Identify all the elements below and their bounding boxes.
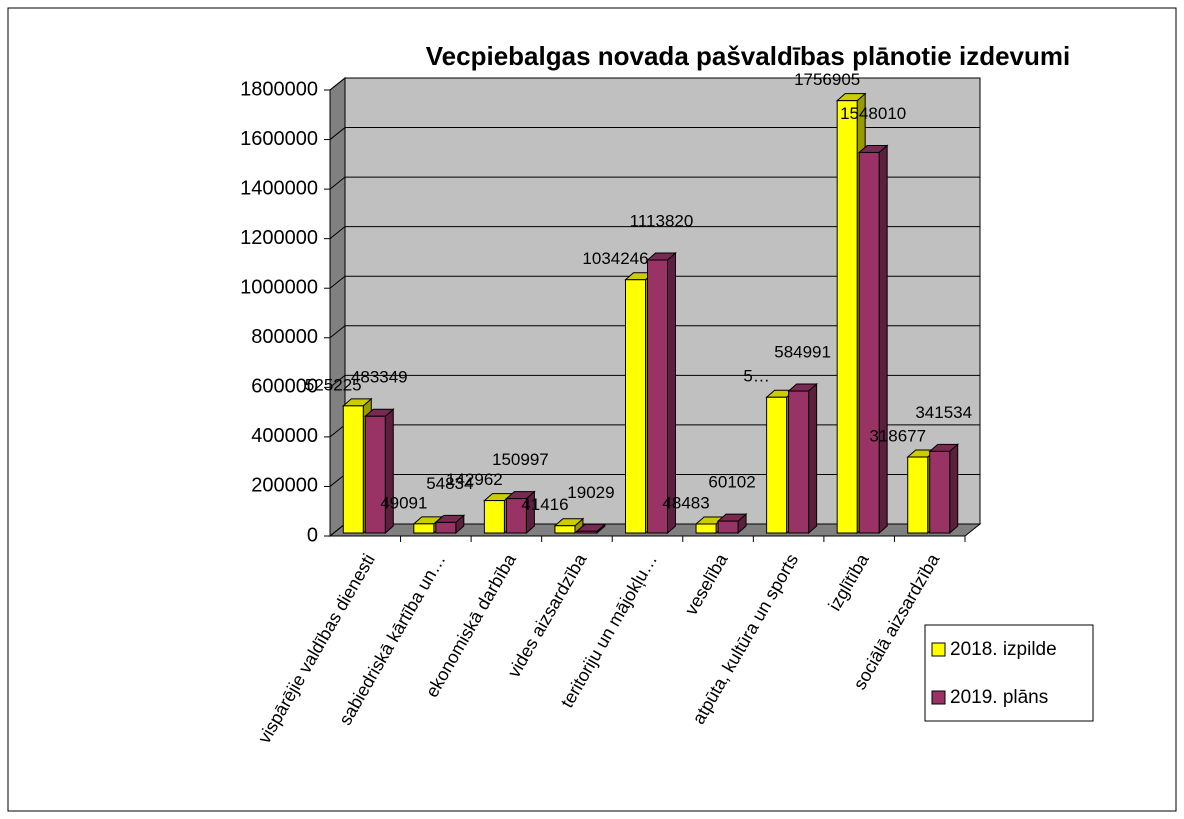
legend-swatch [931,690,946,705]
data-label: 142962 [446,470,503,489]
data-label: 525225 [305,375,362,394]
data-label: 41416 [521,495,568,514]
grid-line [329,127,980,140]
grid-line [329,275,980,289]
data-label: 1034246 [582,249,648,268]
bar [717,520,739,534]
grid-line [329,176,980,190]
bar [554,525,576,534]
data-label: 19029 [567,483,614,502]
data-label: 584991 [774,343,831,362]
y-tick-label: 200000 [251,475,318,497]
grid-line [329,374,980,388]
legend-label: 2019. plāns [950,687,1048,708]
data-label: 1113820 [630,212,694,231]
bar [836,100,858,534]
legend-box [924,624,1094,722]
grid-line [329,325,980,339]
bar [435,521,457,534]
data-label: 150997 [492,450,549,469]
side-wall [329,76,346,538]
data-label: 5… [743,367,769,386]
bar [929,450,951,534]
data-label: 60102 [708,473,755,492]
bar [647,259,668,534]
bar [907,456,929,534]
y-tick-label: 0 [307,524,318,546]
bar-side [949,443,959,535]
data-label: 49091 [380,493,427,512]
bar [342,405,364,534]
data-label: 341534 [915,403,972,422]
y-tick-label: 1400000 [240,177,318,199]
bar-side [878,144,888,535]
bar [858,151,880,534]
bar [505,498,527,534]
legend-label: 2018. izpilde [950,639,1057,660]
data-label: 54834 [426,474,473,493]
legend: 2018. izpilde 2019. plāns [924,624,1094,722]
bar-side [808,382,818,535]
legend-swatch [931,642,946,657]
bar [413,523,435,534]
y-tick-label: 800000 [251,326,318,348]
y-tick-label: 1000000 [240,277,318,299]
bar [788,390,810,534]
chart-title: Vecpiebalgas novada pašvaldības plānotie… [426,41,1070,71]
bar [364,415,386,534]
grid-line [329,226,980,240]
bar [625,279,646,534]
bar [695,523,717,534]
data-label: 48483 [662,493,709,512]
y-tick-label: 1200000 [240,227,318,249]
grid-line [329,77,980,91]
data-label: 1756905 [794,70,860,89]
bar-side [667,251,676,535]
data-label: 1548010 [840,104,906,123]
y-tick-label: 400000 [251,425,318,447]
y-tick-label: 1800000 [240,78,318,100]
data-label: 318677 [869,427,926,446]
y-tick-label: 600000 [251,376,318,398]
bar [483,500,505,534]
bar [576,530,598,534]
y-tick-label: 1600000 [240,128,318,150]
data-label: 483349 [351,368,408,387]
bar [766,396,788,534]
bar-side [384,408,394,535]
